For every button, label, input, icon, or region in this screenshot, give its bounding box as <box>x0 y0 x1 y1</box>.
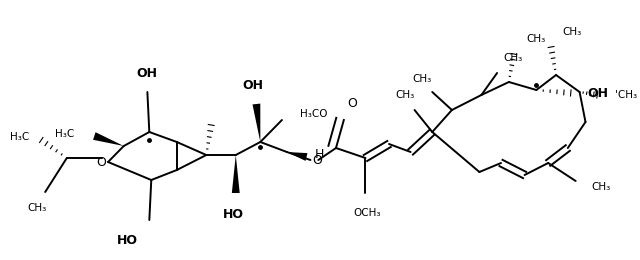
Text: CH₃: CH₃ <box>503 53 522 63</box>
Text: OH: OH <box>588 87 609 100</box>
Polygon shape <box>287 152 307 161</box>
Polygon shape <box>93 132 124 146</box>
Text: 'CH₃: 'CH₃ <box>615 90 637 100</box>
Text: CH₃: CH₃ <box>527 34 546 44</box>
Text: H₃C: H₃C <box>56 129 75 139</box>
Text: O: O <box>347 97 356 110</box>
Text: CH₃: CH₃ <box>413 74 432 84</box>
Text: CH₃: CH₃ <box>28 203 47 213</box>
Text: O: O <box>312 153 323 166</box>
Text: H₃CO: H₃CO <box>300 109 327 119</box>
Text: CH₃: CH₃ <box>562 27 581 37</box>
Text: H₃C: H₃C <box>10 132 29 142</box>
Text: OH: OH <box>242 79 263 92</box>
Text: OH: OH <box>136 67 157 80</box>
Text: CH₃: CH₃ <box>591 182 611 192</box>
Text: H: H <box>314 148 324 161</box>
Text: O: O <box>96 157 106 170</box>
Text: OCH₃: OCH₃ <box>354 208 381 218</box>
Text: HO: HO <box>223 208 244 221</box>
Text: CH₃: CH₃ <box>395 90 414 100</box>
Text: HO: HO <box>116 234 138 247</box>
Polygon shape <box>253 103 260 142</box>
Polygon shape <box>232 155 240 193</box>
